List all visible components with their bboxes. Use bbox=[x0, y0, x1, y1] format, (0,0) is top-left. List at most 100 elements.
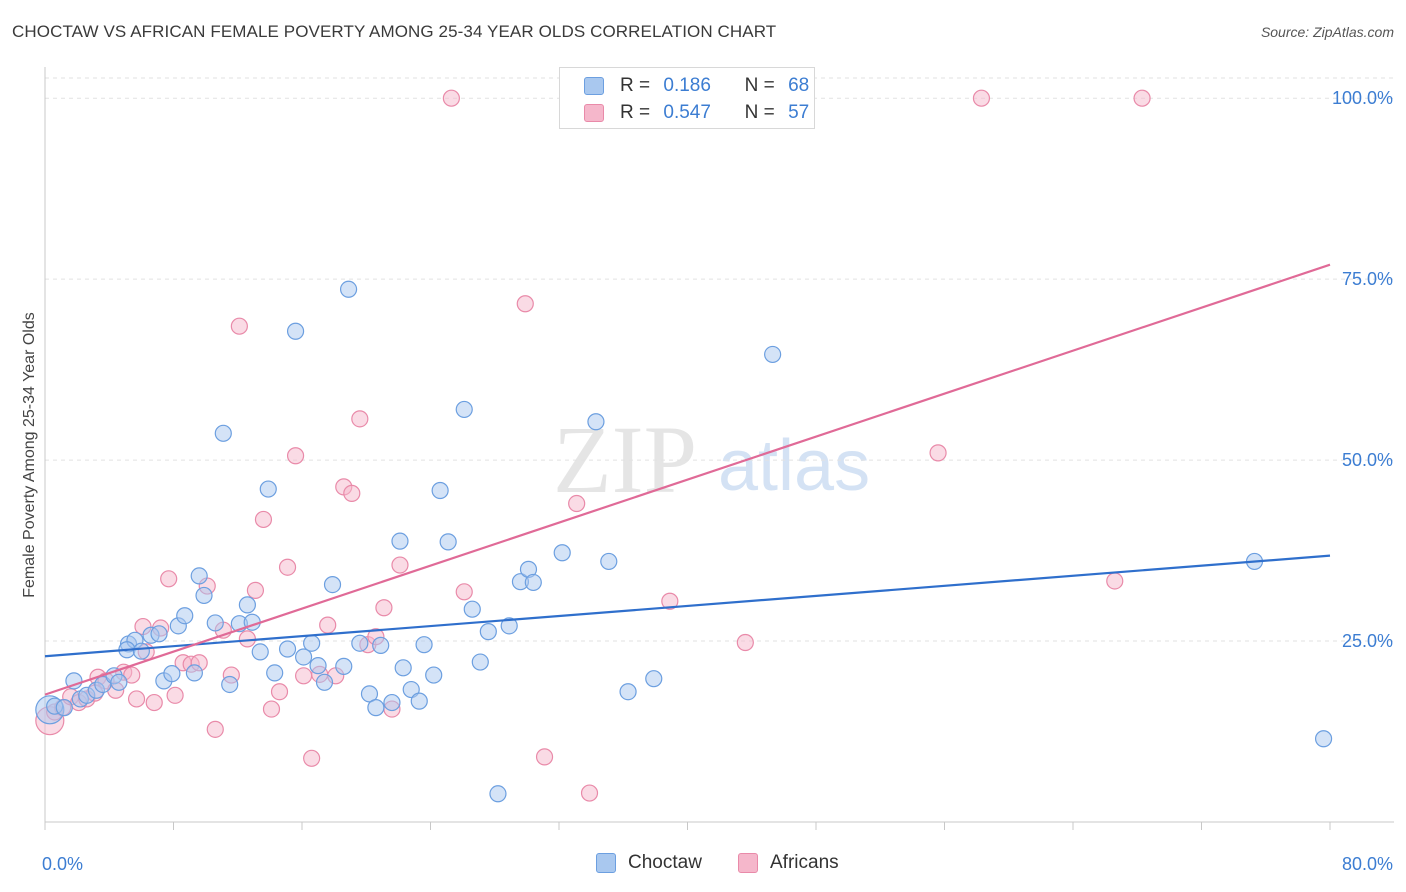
choctaw-point bbox=[190, 567, 208, 585]
choctaw-point bbox=[55, 699, 73, 717]
choctaw-point bbox=[372, 636, 390, 654]
choctaw-point bbox=[335, 657, 353, 675]
choctaw-point bbox=[645, 670, 663, 688]
africans-point bbox=[254, 510, 273, 529]
choctaw-point bbox=[295, 648, 313, 666]
y-tick-label: 25.0% bbox=[1342, 631, 1393, 651]
choctaw-point bbox=[278, 640, 297, 658]
trend-lines bbox=[44, 263, 1331, 696]
choctaw-point bbox=[439, 533, 457, 551]
africans-stats: R = 0.547 N = 57 bbox=[620, 102, 809, 124]
n-value: 68 bbox=[788, 75, 810, 96]
choctaw-point bbox=[394, 659, 412, 677]
legend-item-choctaw: Choctaw bbox=[596, 852, 702, 874]
africans-point bbox=[166, 686, 184, 704]
africans-point bbox=[1106, 572, 1124, 590]
choctaw-point bbox=[425, 666, 443, 684]
africans-point bbox=[516, 295, 534, 313]
choctaw-point bbox=[206, 614, 224, 632]
africans-point bbox=[736, 633, 754, 652]
choctaw-point bbox=[315, 673, 334, 691]
africans-point bbox=[929, 444, 947, 462]
choctaw-point bbox=[500, 617, 518, 635]
africans-point bbox=[972, 89, 991, 107]
africans-point bbox=[206, 720, 224, 738]
choctaw-points bbox=[35, 280, 1333, 803]
choctaw-point bbox=[259, 480, 277, 498]
source-credit: Source: ZipAtlas.com bbox=[1260, 24, 1394, 40]
chart-title: CHOCTAW VS AFRICAN FEMALE POVERTY AMONG … bbox=[12, 22, 777, 41]
choctaw-point bbox=[65, 672, 83, 690]
choctaw-point bbox=[489, 785, 507, 803]
choctaw-point bbox=[383, 693, 401, 712]
y-tick-label: 100.0% bbox=[1332, 88, 1393, 108]
y-tick-label: 75.0% bbox=[1342, 269, 1393, 289]
y-tick-label: 50.0% bbox=[1342, 450, 1393, 470]
africans-point bbox=[375, 599, 393, 617]
africans-point bbox=[303, 749, 321, 767]
choctaw-point bbox=[323, 575, 342, 594]
choctaw-point bbox=[185, 664, 203, 682]
choctaw-point bbox=[367, 699, 385, 717]
watermark-atlas: atlas bbox=[718, 426, 870, 506]
africans-point bbox=[246, 581, 265, 599]
choctaw-point bbox=[221, 675, 239, 694]
choctaw-point bbox=[176, 607, 194, 625]
r-label: R = bbox=[620, 75, 651, 96]
africans-point bbox=[160, 570, 178, 588]
africans-point bbox=[145, 693, 163, 712]
r-value: 0.547 bbox=[663, 102, 711, 123]
x-tick-label: 0.0% bbox=[42, 854, 83, 874]
x-tick-label: 80.0% bbox=[1342, 854, 1393, 874]
choctaw-point bbox=[410, 692, 428, 710]
choctaw-point bbox=[553, 544, 571, 562]
africans-point bbox=[278, 558, 297, 576]
choctaw-point bbox=[1314, 730, 1333, 748]
africans-point bbox=[295, 667, 313, 685]
choctaw-point bbox=[150, 625, 168, 643]
africans-point bbox=[568, 494, 586, 513]
choctaw-point bbox=[238, 596, 256, 614]
africans-point bbox=[319, 616, 337, 634]
r-label: R = bbox=[620, 102, 651, 123]
choctaw-point bbox=[110, 673, 128, 691]
choctaw-point bbox=[391, 532, 409, 550]
africans-point bbox=[262, 700, 281, 718]
n-label: N = bbox=[744, 102, 775, 123]
choctaw-point bbox=[619, 683, 637, 701]
choctaw-point bbox=[479, 623, 497, 641]
africans-point bbox=[580, 784, 599, 802]
africans-swatch bbox=[738, 853, 758, 873]
choctaw-point bbox=[266, 664, 284, 682]
choctaw-point bbox=[251, 643, 269, 661]
choctaw-point bbox=[471, 653, 489, 671]
africans-point bbox=[455, 583, 473, 601]
legend-label-africans: Africans bbox=[770, 852, 839, 873]
choctaw-point bbox=[587, 413, 605, 431]
choctaw-point bbox=[524, 573, 542, 592]
africans-point bbox=[270, 683, 289, 701]
choctaw-point bbox=[431, 481, 449, 500]
choctaw-point bbox=[303, 634, 321, 652]
choctaw-point bbox=[600, 552, 618, 571]
africans-point bbox=[661, 592, 679, 610]
africans-point bbox=[127, 690, 146, 708]
r-value: 0.186 bbox=[663, 75, 711, 96]
africans-point bbox=[230, 317, 248, 335]
choctaw-swatch bbox=[596, 853, 616, 873]
choctaw-point bbox=[463, 600, 481, 618]
choctaw-point bbox=[339, 280, 358, 298]
choctaw-point bbox=[132, 642, 150, 660]
africans-point bbox=[286, 447, 305, 465]
choctaw-swatch bbox=[584, 77, 604, 95]
choctaw-point bbox=[286, 322, 305, 340]
africans-point bbox=[535, 748, 554, 766]
choctaw-point bbox=[764, 345, 782, 364]
africans-swatch bbox=[584, 104, 604, 122]
tick-labels: 25.0% 50.0% 75.0% 100.0% 0.0% 80.0% bbox=[42, 88, 1393, 874]
africans-point bbox=[442, 89, 460, 107]
choctaw-point bbox=[214, 424, 232, 442]
choctaw-point bbox=[309, 657, 327, 675]
choctaw-point bbox=[415, 636, 433, 654]
stats-legend: R = 0.186 N = 68 R = 0.547 N = 57 bbox=[559, 67, 815, 129]
